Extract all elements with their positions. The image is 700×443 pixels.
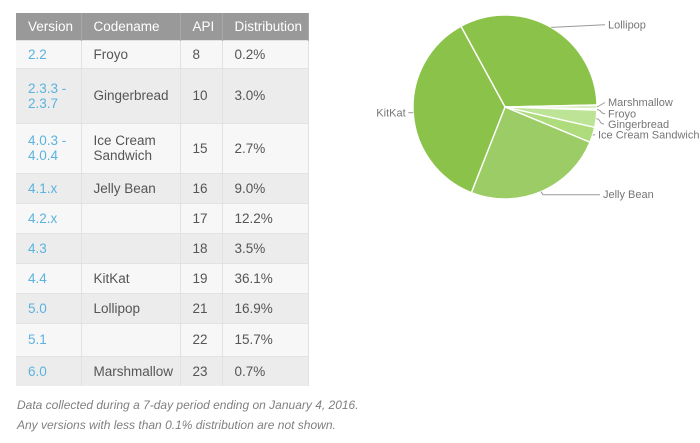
- svg-text:Ice Cream Sandwich: Ice Cream Sandwich: [598, 130, 700, 142]
- svg-text:KitKat: KitKat: [376, 108, 405, 120]
- svg-text:Marshmallow: Marshmallow: [608, 97, 673, 109]
- svg-text:Jelly Bean: Jelly Bean: [603, 189, 654, 201]
- svg-text:Lollipop: Lollipop: [608, 20, 646, 32]
